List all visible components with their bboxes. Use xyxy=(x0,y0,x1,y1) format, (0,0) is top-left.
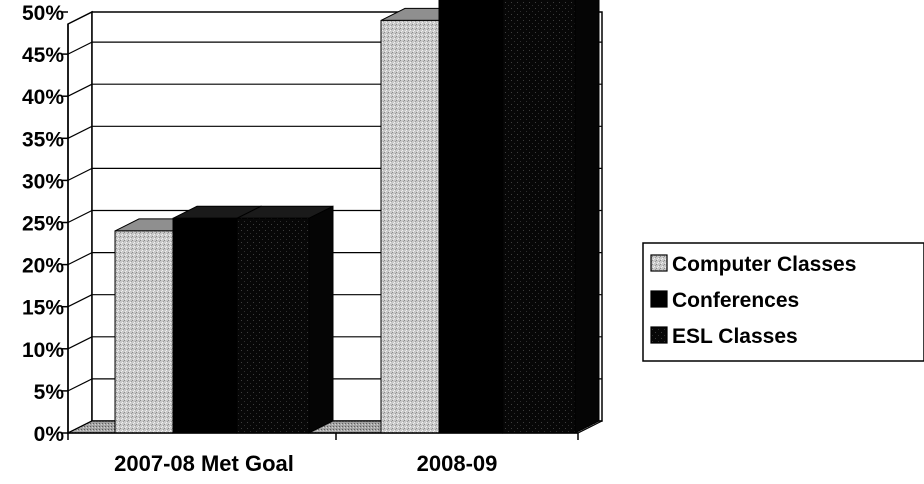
y-tick-label: 10% xyxy=(22,339,64,362)
y-axis: 0% 5% 10% 15% 20% 25% 30% 35% 40% 45% 50% xyxy=(22,2,69,446)
legend: Computer Classes Conferences ESL Classes xyxy=(642,242,924,362)
gridline-side xyxy=(67,336,93,350)
bar-front xyxy=(438,0,504,434)
bars xyxy=(114,0,600,434)
legend-box xyxy=(642,242,924,362)
gridline-side xyxy=(67,252,93,266)
y-tick-label: 40% xyxy=(22,86,64,109)
legend-label: Conferences xyxy=(672,289,799,312)
bar-front xyxy=(114,230,174,434)
gridline-side xyxy=(67,167,93,181)
bar-esl-classes xyxy=(236,205,334,434)
y-tick-label: 5% xyxy=(34,381,65,404)
y-tick-label: 45% xyxy=(22,44,64,67)
gridline-side xyxy=(67,41,93,55)
bar-front xyxy=(236,217,310,434)
y-tick-label: 0% xyxy=(34,423,65,446)
y-tick-label: 35% xyxy=(22,128,64,151)
bar-esl-classes xyxy=(502,0,600,434)
bar-side xyxy=(308,205,334,434)
y-tick-label: 25% xyxy=(22,213,64,236)
gridline-side xyxy=(67,378,93,392)
legend-swatch xyxy=(650,254,668,272)
x-category-label: 2007-08 Met Goal xyxy=(114,451,294,476)
legend-item-esl-classes: ESL Classes xyxy=(650,325,798,348)
bar-front xyxy=(380,19,440,434)
legend-swatch xyxy=(650,290,668,308)
bar-front xyxy=(502,0,576,434)
gridline-side xyxy=(67,125,93,139)
bar-front xyxy=(172,217,238,434)
legend-item-computer-classes: Computer Classes xyxy=(650,253,856,276)
bar-side xyxy=(574,0,600,434)
y-tick-label: 50% xyxy=(22,2,64,25)
legend-swatch xyxy=(650,326,668,344)
y-tick-label: 30% xyxy=(22,170,64,193)
side-wall xyxy=(67,10,93,435)
y-tick-label: 15% xyxy=(22,297,64,320)
legend-item-conferences: Conferences xyxy=(650,289,799,312)
legend-label: Computer Classes xyxy=(672,253,856,276)
x-category-label: 2008-09 xyxy=(417,451,498,476)
x-axis: 2007-08 Met Goal 2008-09 xyxy=(67,432,579,476)
gridline-side xyxy=(67,294,93,308)
legend-label: ESL Classes xyxy=(672,325,798,348)
gridline-side xyxy=(67,83,93,97)
y-tick-label: 20% xyxy=(22,255,64,278)
gridline-side xyxy=(67,209,93,224)
